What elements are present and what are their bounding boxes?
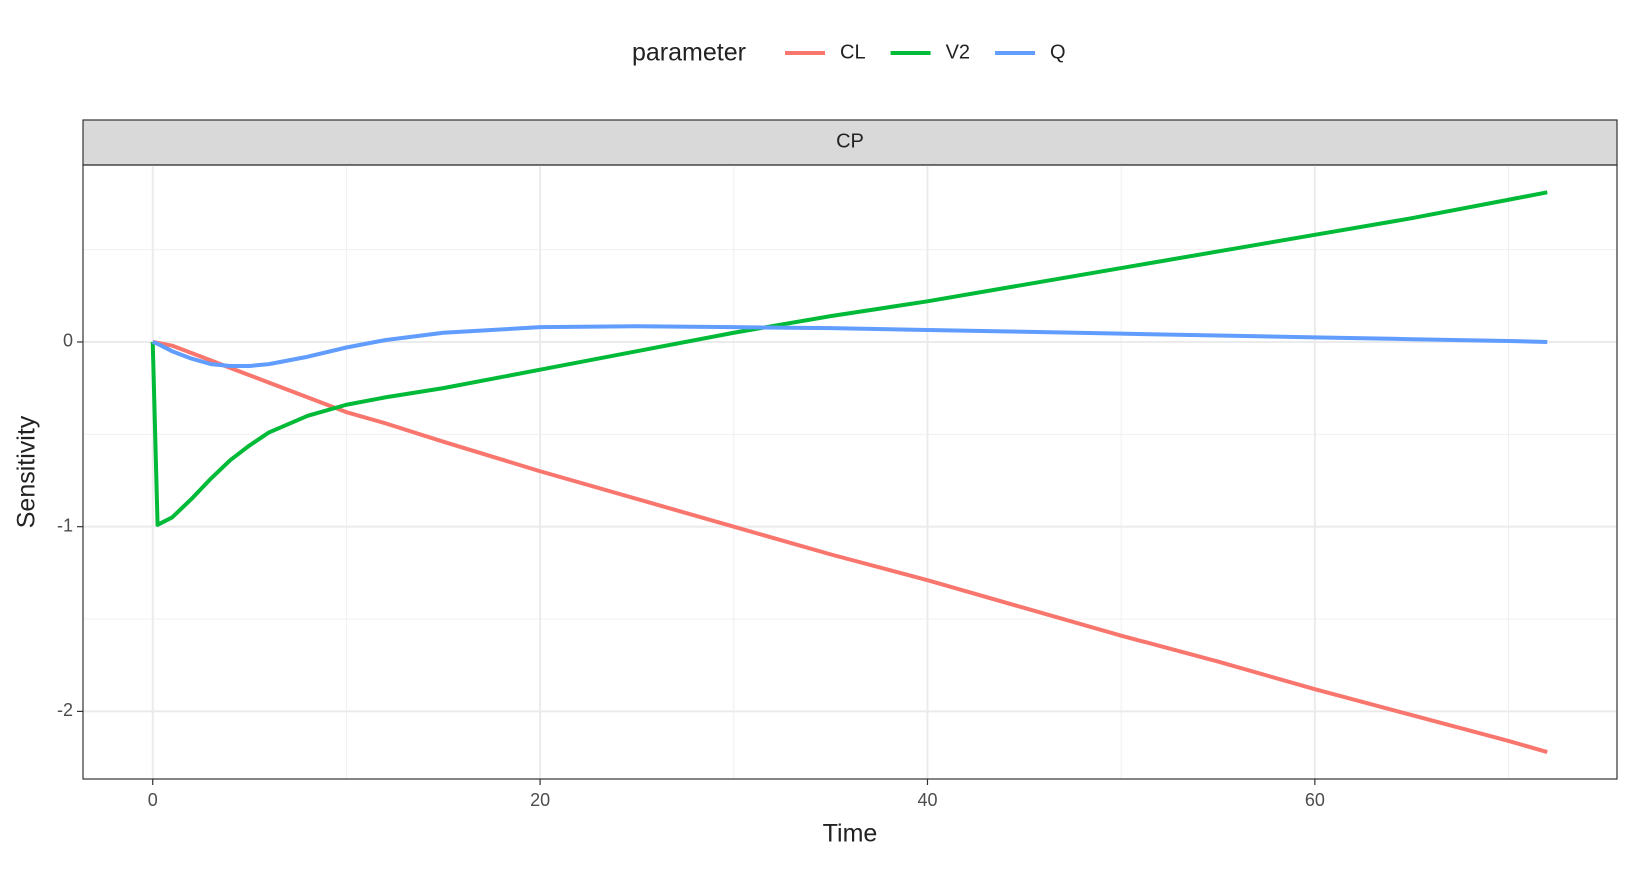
series-line (150, 190, 1548, 527)
y-axis-title: Sensitivity (13, 415, 41, 528)
panel-border (82, 164, 1618, 780)
x-axis-title: Time (823, 820, 878, 848)
x-tick-label: 60 (1305, 790, 1325, 810)
facet-label: CP (836, 130, 864, 152)
legend-label: Q (1050, 41, 1066, 63)
y-tick-label: -2 (57, 700, 73, 720)
legend-title: parameter (632, 39, 746, 67)
y-tick-label: -1 (57, 515, 73, 535)
x-tick-label: 40 (917, 790, 937, 810)
legend-label: V2 (946, 41, 970, 63)
facet-strip (82, 119, 1618, 166)
series-line (152, 339, 1548, 754)
x-tick-label: 0 (148, 790, 158, 810)
x-tick-label: 20 (530, 790, 550, 810)
legend-label: CL (840, 41, 866, 63)
y-tick-label: 0 (63, 331, 73, 351)
series-line (152, 324, 1548, 368)
